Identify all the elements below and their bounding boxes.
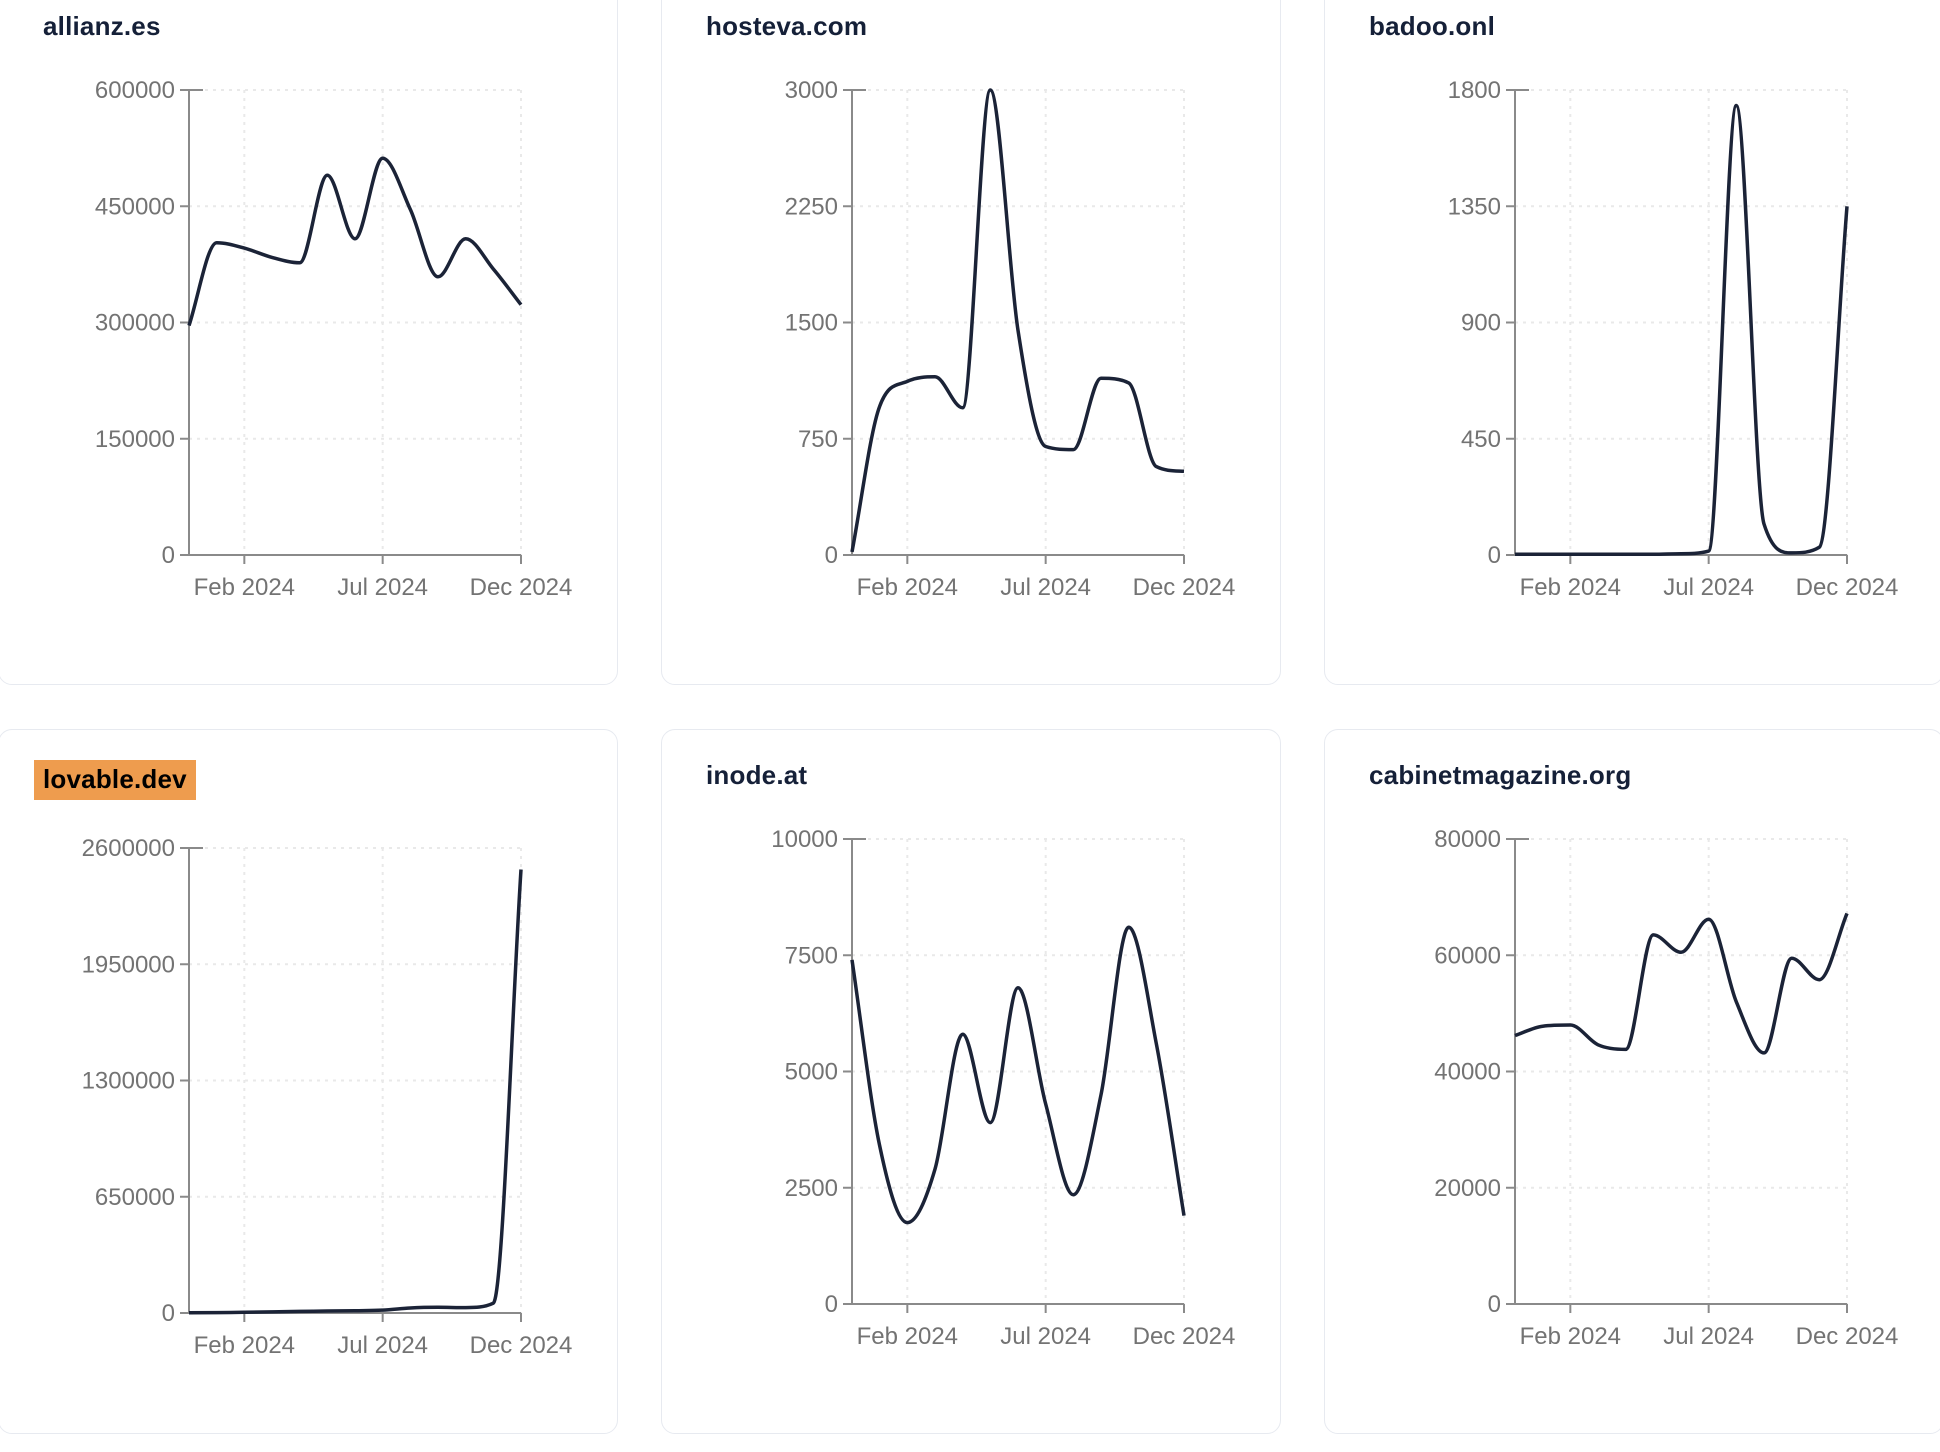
chart-title: cabinetmagazine.org [1369, 760, 1632, 790]
svg-text:300000: 300000 [95, 310, 175, 337]
svg-text:1300000: 1300000 [82, 1068, 175, 1095]
svg-text:5000: 5000 [785, 1059, 838, 1086]
svg-text:Jul 2024: Jul 2024 [337, 574, 428, 601]
svg-text:0: 0 [162, 542, 175, 569]
svg-text:Dec 2024: Dec 2024 [1796, 1323, 1899, 1350]
svg-text:1350: 1350 [1448, 193, 1501, 220]
chart-title: hosteva.com [706, 11, 868, 41]
svg-text:40000: 40000 [1434, 1059, 1501, 1086]
svg-text:Dec 2024: Dec 2024 [470, 574, 573, 601]
svg-text:Dec 2024: Dec 2024 [1133, 1323, 1236, 1350]
chart-title-highlighted: lovable.dev [34, 760, 196, 800]
svg-text:150000: 150000 [95, 426, 175, 453]
chart-card-hosteva: hosteva.com 0 750 1500 2250 3000 Feb 2024 Jul … [661, 0, 1281, 685]
svg-text:Jul 2024: Jul 2024 [1000, 574, 1091, 601]
svg-text:10000: 10000 [771, 826, 838, 853]
svg-text:Feb 2024: Feb 2024 [857, 574, 958, 601]
svg-text:0: 0 [1488, 1291, 1501, 1318]
svg-text:Dec 2024: Dec 2024 [470, 1332, 573, 1359]
chart-title: badoo.onl [1369, 11, 1495, 41]
svg-text:Feb 2024: Feb 2024 [1520, 1323, 1621, 1350]
svg-text:20000: 20000 [1434, 1175, 1501, 1202]
svg-text:Feb 2024: Feb 2024 [857, 1323, 958, 1350]
chart-title: inode.at [706, 760, 808, 790]
svg-text:Dec 2024: Dec 2024 [1796, 574, 1899, 601]
chart-card-allianz: allianz.es 0 150000 300000 450000 600000 Feb … [0, 0, 618, 685]
svg-text:2600000: 2600000 [82, 835, 175, 862]
svg-text:450000: 450000 [95, 193, 175, 220]
svg-text:1500: 1500 [785, 310, 838, 337]
svg-text:750: 750 [798, 426, 838, 453]
svg-text:Jul 2024: Jul 2024 [1663, 574, 1754, 601]
svg-text:Jul 2024: Jul 2024 [1000, 1323, 1091, 1350]
chart-card-lovable: lovable.dev 0 650000 1300000 1950000 2600000… [0, 729, 618, 1434]
svg-text:0: 0 [1488, 542, 1501, 569]
svg-text:1800: 1800 [1448, 77, 1501, 104]
svg-text:Feb 2024: Feb 2024 [1520, 574, 1621, 601]
svg-text:Feb 2024: Feb 2024 [194, 1332, 295, 1359]
chart-title: allianz.es [43, 11, 161, 41]
chart-card-inode: inode.at 0 2500 5000 7500 10000 Feb 2024 Jul 2… [661, 729, 1281, 1434]
svg-text:7500: 7500 [785, 942, 838, 969]
svg-text:3000: 3000 [785, 77, 838, 104]
svg-text:60000: 60000 [1434, 942, 1501, 969]
line-chart: 0 20000 40000 60000 80000 Feb 2024 Jul 2024 Dec… [1434, 826, 1899, 1350]
svg-text:1950000: 1950000 [82, 951, 175, 978]
svg-text:Jul 2024: Jul 2024 [1663, 1323, 1754, 1350]
svg-text:Jul 2024: Jul 2024 [337, 1332, 428, 1359]
line-chart: 0 150000 300000 450000 600000 Feb 2024 Jul 202… [95, 77, 573, 601]
svg-text:0: 0 [825, 542, 838, 569]
line-chart: 0 650000 1300000 1950000 2600000 Feb 2024 Jul … [82, 835, 573, 1359]
svg-text:Dec 2024: Dec 2024 [1133, 574, 1236, 601]
svg-text:0: 0 [825, 1291, 838, 1318]
svg-text:900: 900 [1461, 310, 1501, 337]
line-chart: 0 450 900 1350 1800 Feb 2024 Jul 2024 Dec 2024 [1448, 77, 1899, 601]
line-chart: 0 750 1500 2250 3000 Feb 2024 Jul 2024 Dec 2024 [785, 77, 1236, 601]
svg-text:600000: 600000 [95, 77, 175, 104]
svg-text:80000: 80000 [1434, 826, 1501, 853]
svg-text:2250: 2250 [785, 193, 838, 220]
svg-text:0: 0 [162, 1300, 175, 1327]
svg-text:650000: 650000 [95, 1184, 175, 1211]
chart-card-badoo: badoo.onl 0 450 900 1350 1800 Feb 2024 Jul 202… [1324, 0, 1940, 685]
chart-card-cabinetmagazine: cabinetmagazine.org 0 20000 40000 60000 8000… [1324, 729, 1940, 1434]
svg-text:2500: 2500 [785, 1175, 838, 1202]
svg-text:Feb 2024: Feb 2024 [194, 574, 295, 601]
line-chart: 0 2500 5000 7500 10000 Feb 2024 Jul 2024 Dec 20… [771, 826, 1236, 1350]
svg-text:450: 450 [1461, 426, 1501, 453]
